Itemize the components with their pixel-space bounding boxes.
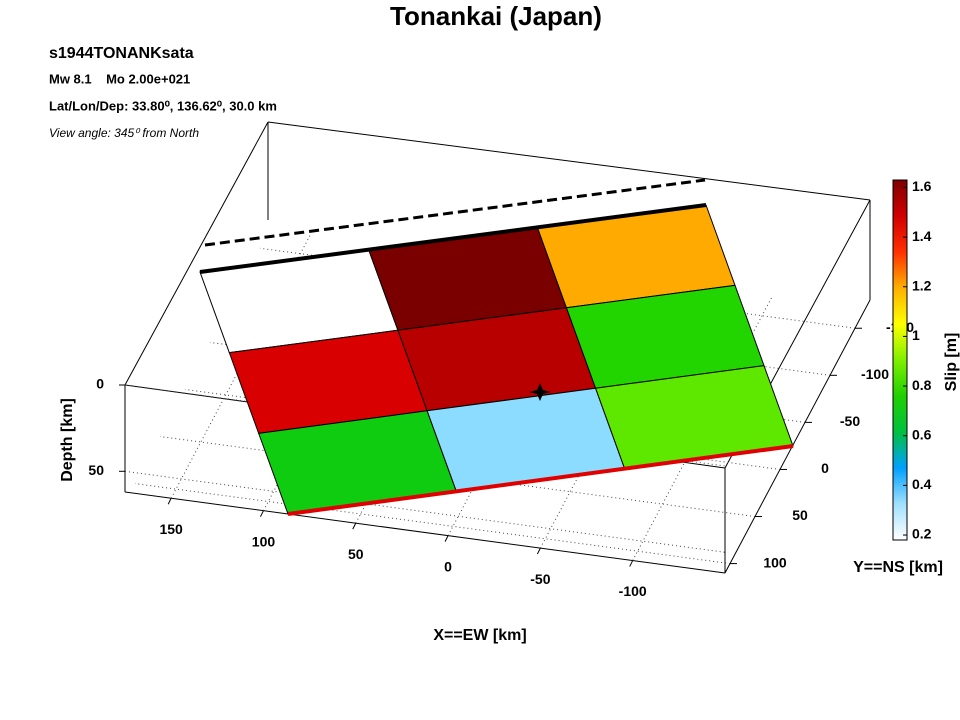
x-tick-label: 100	[252, 533, 276, 549]
z-tick-label: 0	[96, 376, 104, 392]
y-tick-label: -50	[840, 413, 860, 429]
x-tick	[536, 547, 541, 555]
colorbar-tick-label: 1.2	[912, 277, 932, 293]
colorbar-tick-label: 0.6	[912, 426, 932, 442]
y-tick-label: 50	[792, 507, 808, 523]
box-edge	[267, 121, 871, 201]
x-tick-label: 50	[348, 546, 364, 562]
y-axis-label: Y==NS [km]	[853, 559, 943, 576]
fault-top	[199, 203, 707, 274]
chart-title: Tonankai (Japan)	[390, 1, 602, 31]
x-tick	[167, 498, 172, 505]
colorbar-tick-label: 0.4	[912, 476, 932, 492]
colorbar-tick-label: 1	[912, 327, 920, 343]
location: Lat/Lon/Dep: 33.80⁰, 136.62⁰, 30.0 km	[49, 98, 277, 113]
colorbar-tick-label: 0.8	[912, 377, 932, 393]
x-tick	[629, 560, 634, 567]
z-grid-line	[124, 470, 726, 553]
x-tick	[260, 510, 264, 517]
z-tick-label: 50	[88, 462, 104, 478]
colorbar: 0.2 0.4 0.6 0.8 1 1.2 1.4 1.6	[892, 178, 932, 542]
colorbar-label: Slip [m]	[943, 333, 960, 392]
hypocenter	[529, 383, 551, 401]
colorbar-tick-label: 1.4	[912, 228, 932, 244]
x-tick	[352, 522, 357, 530]
x-tick-label: -100	[619, 583, 647, 599]
x-tick-label: 0	[444, 558, 452, 574]
x-axis-label: X==EW [km]	[433, 627, 526, 644]
y-tick-label: 0	[821, 460, 829, 476]
magnitude: Mw 8.1 Mo 2.00e+021	[49, 71, 190, 86]
x-tick-label: -50	[530, 571, 550, 587]
y-tick-label: 100	[763, 554, 787, 570]
surface-trace	[204, 178, 706, 247]
fault-plane	[199, 204, 794, 515]
x-tick	[444, 535, 449, 542]
colorbar-fill	[892, 179, 908, 541]
box-edge	[124, 121, 269, 386]
model-name: s1944TONANKsata	[49, 45, 194, 62]
box-edge	[124, 491, 726, 574]
y-tick-label: -100	[861, 366, 889, 382]
view-angle: View angle: 345⁰ from North	[49, 126, 199, 140]
z-axis-label: Depth [km]	[59, 398, 76, 482]
box-edge	[724, 299, 871, 574]
x-tick-label: 150	[159, 521, 183, 537]
colorbar-tick-label: 1.6	[912, 178, 932, 194]
fault-bottom	[287, 444, 794, 516]
y-grid-line	[134, 483, 731, 565]
colorbar-tick-label: 0.2	[912, 526, 932, 542]
